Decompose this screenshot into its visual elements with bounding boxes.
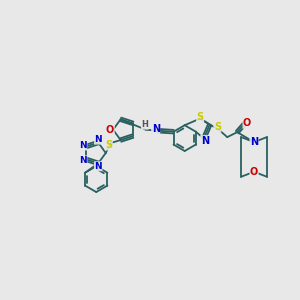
Text: N: N [79, 156, 87, 165]
Text: N: N [201, 136, 209, 146]
Text: H: H [141, 120, 148, 129]
Text: N: N [250, 137, 258, 147]
Text: N: N [152, 124, 160, 134]
Text: O: O [250, 167, 258, 177]
Text: O: O [243, 118, 251, 128]
Text: O: O [106, 125, 114, 135]
Text: N: N [94, 162, 102, 171]
Text: S: S [196, 112, 204, 122]
Text: N: N [79, 141, 87, 150]
Text: S: S [214, 122, 221, 132]
Text: S: S [105, 140, 112, 150]
Text: N: N [94, 135, 102, 144]
